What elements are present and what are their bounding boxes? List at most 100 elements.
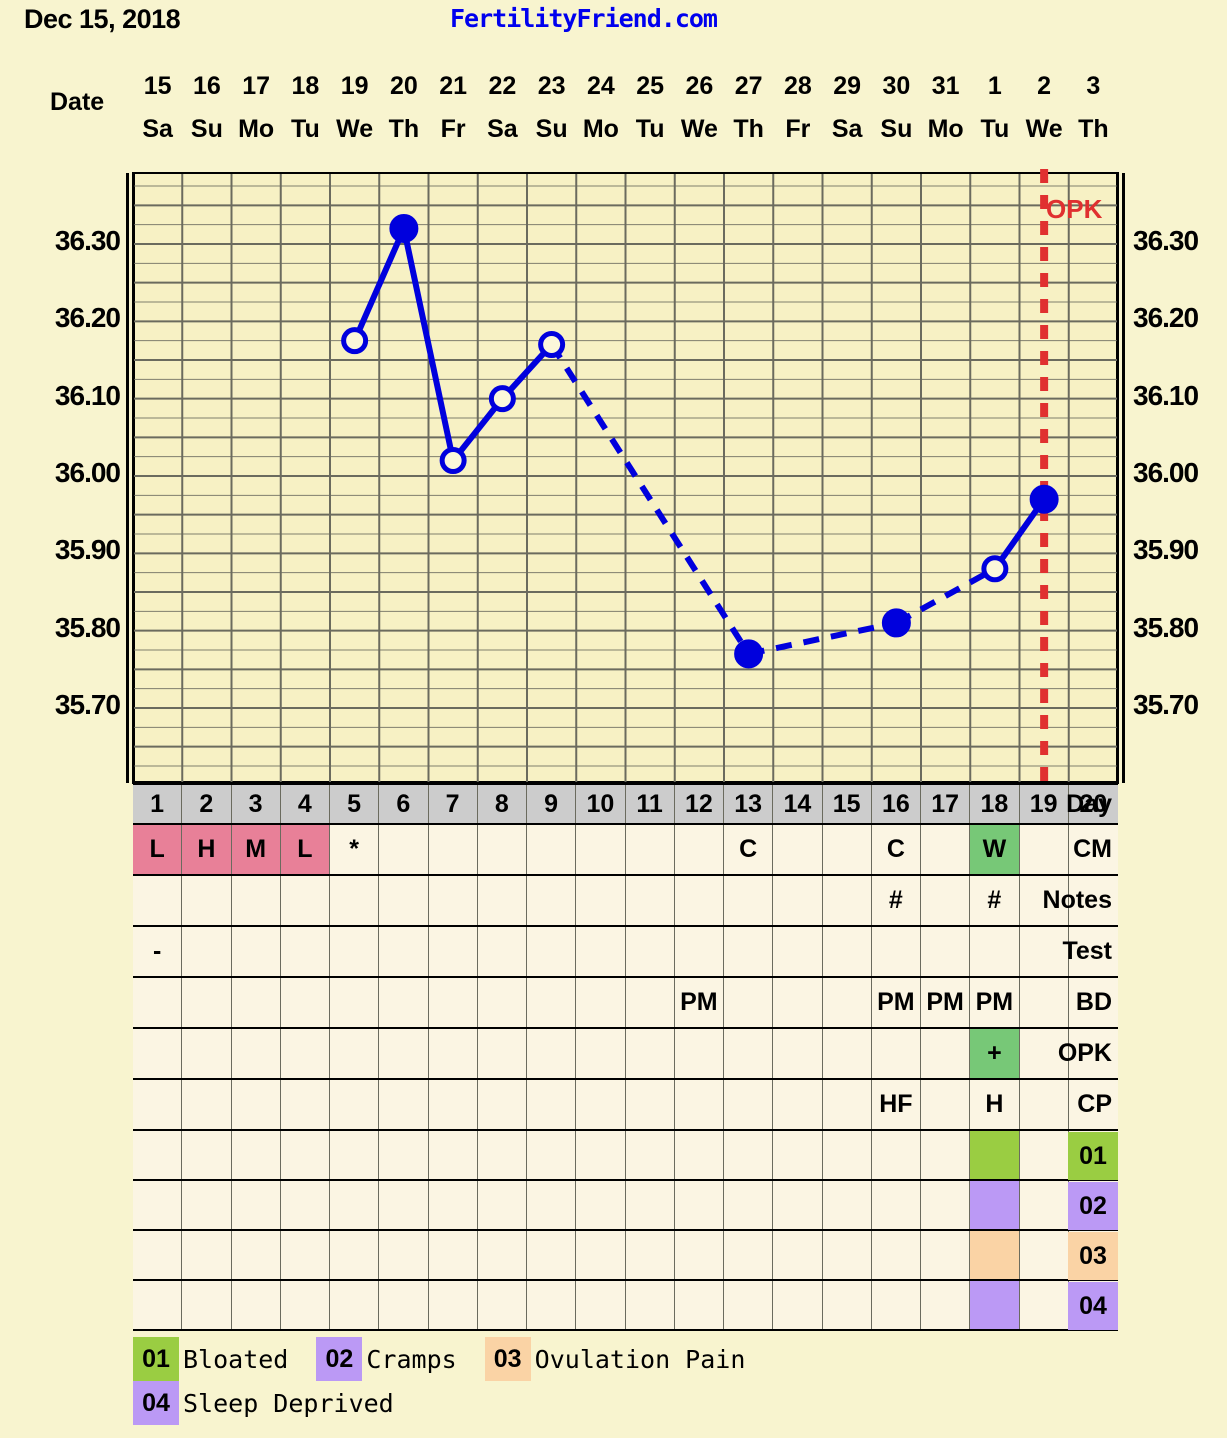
cell-cp[interactable]: H (970, 1080, 1020, 1129)
cell-cp[interactable] (429, 1080, 478, 1129)
cell-cp[interactable] (724, 1080, 774, 1129)
cell-cm[interactable] (773, 825, 823, 874)
symptom-cell-02[interactable] (527, 1181, 577, 1229)
cell-cm[interactable] (626, 825, 675, 874)
cell-bd[interactable]: PM (970, 978, 1020, 1027)
cell-opk[interactable]: + (970, 1029, 1020, 1078)
symptom-cell-03[interactable] (478, 1231, 527, 1279)
symptom-cell-01[interactable] (970, 1131, 1020, 1179)
symptom-cell-04[interactable] (133, 1281, 183, 1329)
symptom-cell-02[interactable] (232, 1181, 281, 1229)
cell-opk[interactable] (626, 1029, 675, 1078)
symptom-cell-04[interactable] (576, 1281, 626, 1329)
cell-test[interactable] (478, 927, 527, 976)
symptom-cell-01[interactable] (232, 1131, 281, 1179)
cell-test[interactable] (527, 927, 577, 976)
symptom-cell-01[interactable] (921, 1131, 971, 1179)
symptom-cell-04[interactable] (429, 1281, 478, 1329)
cell-cm[interactable] (527, 825, 577, 874)
cell-bd[interactable] (429, 978, 478, 1027)
symptom-cell-02[interactable] (133, 1181, 183, 1229)
day-header-cell[interactable]: 17 (921, 785, 971, 823)
cell-cp[interactable] (232, 1080, 281, 1129)
cell-bd[interactable] (232, 978, 281, 1027)
cell-test[interactable] (773, 927, 823, 976)
cell-test[interactable] (823, 927, 872, 976)
cell-notes[interactable] (281, 876, 330, 925)
symptom-cell-03[interactable] (724, 1231, 774, 1279)
cell-notes[interactable] (576, 876, 626, 925)
symptom-cell-02[interactable] (182, 1181, 232, 1229)
symptom-cell-03[interactable] (1020, 1231, 1069, 1279)
symptom-cell-03[interactable] (921, 1231, 971, 1279)
cell-opk[interactable] (478, 1029, 527, 1078)
day-header-cell[interactable]: 2 (182, 785, 232, 823)
cell-bd[interactable]: PM (872, 978, 921, 1027)
cell-notes[interactable] (379, 876, 429, 925)
symptom-cell-04[interactable] (182, 1281, 232, 1329)
cell-opk[interactable] (330, 1029, 380, 1078)
cell-notes[interactable] (330, 876, 380, 925)
cell-notes[interactable] (232, 876, 281, 925)
cell-opk[interactable] (921, 1029, 971, 1078)
symptom-cell-04[interactable] (232, 1281, 281, 1329)
symptom-cell-02[interactable] (379, 1181, 429, 1229)
symptom-cell-01[interactable] (773, 1131, 823, 1179)
symptom-cell-01[interactable] (576, 1131, 626, 1179)
symptom-cell-04[interactable] (1020, 1281, 1069, 1329)
cell-cm[interactable] (379, 825, 429, 874)
day-header-cell[interactable]: 20 (1068, 785, 1118, 823)
symptom-cell-03[interactable] (675, 1231, 724, 1279)
symptom-cell-02[interactable] (970, 1181, 1020, 1229)
cell-opk[interactable] (773, 1029, 823, 1078)
cell-cp[interactable] (379, 1080, 429, 1129)
day-header-cell[interactable]: 19 (1019, 785, 1069, 823)
symptom-cell-01[interactable] (429, 1131, 478, 1179)
cell-test[interactable] (1020, 927, 1069, 976)
day-header-cell[interactable]: 14 (773, 785, 823, 823)
symptom-cell-02[interactable] (921, 1181, 971, 1229)
symptom-cell-04[interactable] (527, 1281, 577, 1329)
cell-test[interactable]: - (133, 927, 183, 976)
cell-bd[interactable] (626, 978, 675, 1027)
cell-opk[interactable] (182, 1029, 232, 1078)
symptom-cell-04[interactable] (281, 1281, 330, 1329)
symptom-cell-01[interactable] (675, 1131, 724, 1179)
cell-cm[interactable] (478, 825, 527, 874)
symptom-cell-04[interactable] (773, 1281, 823, 1329)
cell-opk[interactable] (724, 1029, 774, 1078)
cell-notes[interactable] (478, 876, 527, 925)
day-header-cell[interactable]: 12 (674, 785, 724, 823)
symptom-cell-04[interactable] (675, 1281, 724, 1329)
cell-cm[interactable]: C (872, 825, 921, 874)
cell-test[interactable] (576, 927, 626, 976)
symptom-cell-01[interactable] (379, 1131, 429, 1179)
cell-cp[interactable] (773, 1080, 823, 1129)
cell-bd[interactable]: PM (921, 978, 971, 1027)
cell-cm[interactable] (823, 825, 872, 874)
day-header-cell[interactable]: 9 (527, 785, 577, 823)
cell-cm[interactable]: L (280, 825, 330, 874)
cell-cp[interactable] (1020, 1080, 1069, 1129)
day-header-cell[interactable]: 13 (724, 785, 774, 823)
cell-cm[interactable] (921, 825, 971, 874)
symptom-cell-02[interactable] (478, 1181, 527, 1229)
symptom-cell-01[interactable] (823, 1131, 872, 1179)
cell-opk[interactable] (527, 1029, 577, 1078)
cell-notes[interactable] (921, 876, 971, 925)
symptom-cell-02[interactable] (429, 1181, 478, 1229)
symptom-cell-02[interactable] (281, 1181, 330, 1229)
symptom-cell-02[interactable] (1020, 1181, 1069, 1229)
cell-bd[interactable] (1020, 978, 1069, 1027)
day-header-cell[interactable]: 5 (330, 785, 380, 823)
symptom-cell-04[interactable] (921, 1281, 971, 1329)
cell-opk[interactable] (133, 1029, 183, 1078)
cell-bd[interactable] (576, 978, 626, 1027)
symptom-cell-01[interactable] (478, 1131, 527, 1179)
cell-cp[interactable] (823, 1080, 872, 1129)
symptom-cell-03[interactable] (970, 1231, 1020, 1279)
day-header-cell[interactable]: 1 (133, 785, 183, 823)
symptom-cell-01[interactable] (724, 1131, 774, 1179)
cell-bd[interactable] (330, 978, 380, 1027)
day-header-cell[interactable]: 3 (231, 785, 281, 823)
